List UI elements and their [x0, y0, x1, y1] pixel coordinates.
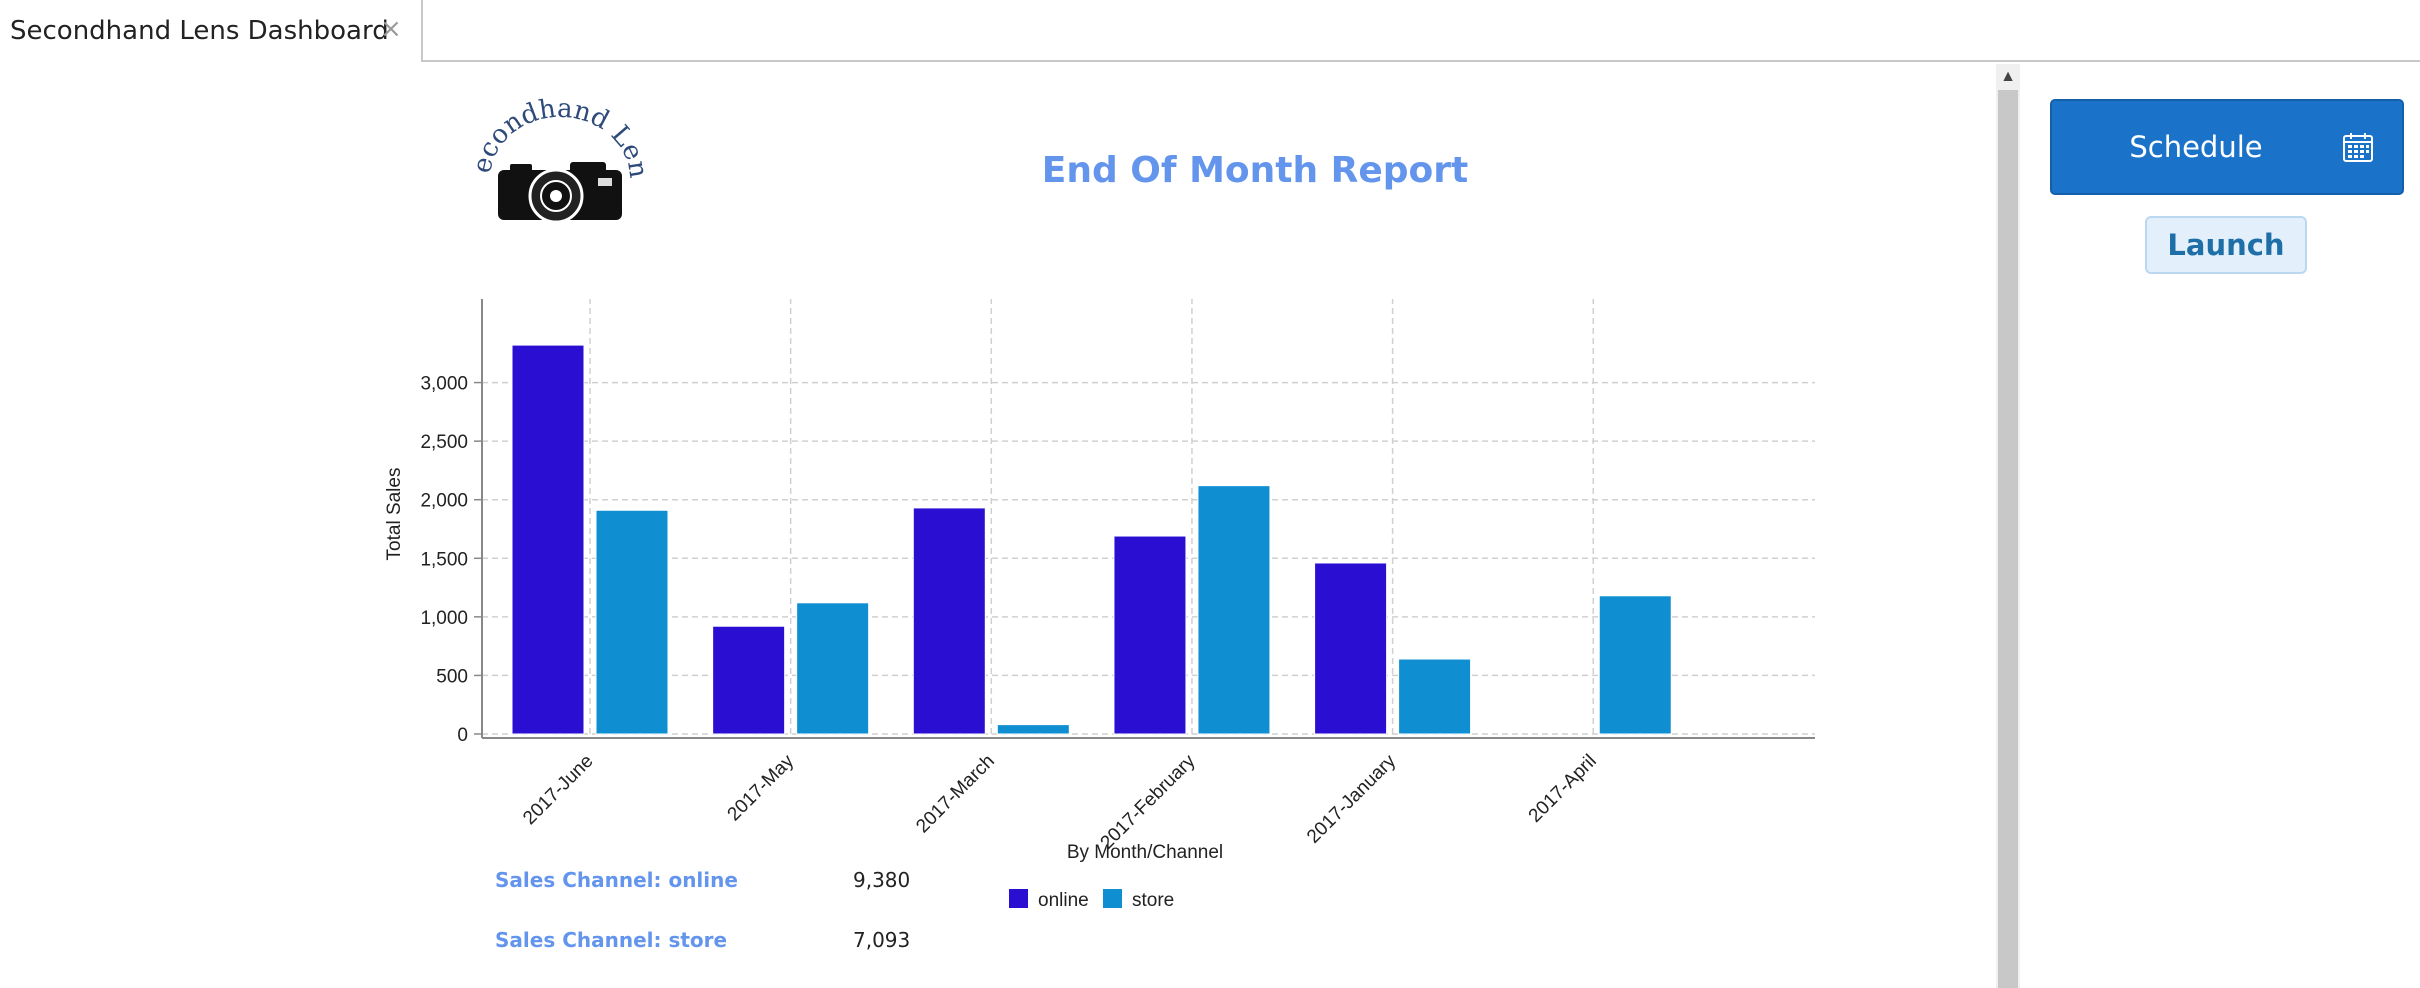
bar-store: [1598, 595, 1672, 735]
summary-label-online: Sales Channel: online: [495, 868, 738, 892]
x-tick-label: 2017-June: [519, 751, 597, 829]
summary-label-store: Sales Channel: store: [495, 928, 728, 952]
launch-button[interactable]: Launch: [2145, 216, 2307, 274]
y-tick-label: 1,000: [420, 608, 468, 629]
x-tick-label: 2017-January: [1303, 750, 1400, 847]
vertical-scrollbar[interactable]: ▲: [1996, 64, 2020, 988]
report-title: End Of Month Report: [1041, 150, 1469, 191]
x-tick-label: 2017-March: [912, 751, 999, 838]
schedule-label: Schedule: [2129, 130, 2263, 164]
bar-online: [1113, 535, 1187, 735]
scroll-up-icon[interactable]: ▲: [2000, 68, 2016, 85]
bar-online: [712, 625, 786, 735]
side-panel: Schedule Launch: [2020, 64, 2420, 988]
logo-text: Secondhand Lens: [470, 84, 650, 180]
bar-store: [1197, 485, 1271, 735]
x-axis-title: By Month/Channel: [1067, 842, 1223, 863]
schedule-button[interactable]: Schedule: [2050, 99, 2404, 195]
scroll-thumb[interactable]: [1998, 90, 2018, 988]
y-tick-label: 3,000: [420, 374, 468, 395]
bar-online: [511, 344, 585, 735]
y-tick-label: 500: [436, 666, 468, 687]
y-tick-label: 2,000: [420, 491, 468, 512]
x-tick-label: 2017-May: [724, 750, 799, 825]
close-icon[interactable]: ×: [380, 14, 402, 44]
tab-title: Secondhand Lens Dashboard: [10, 16, 389, 46]
bar-store: [1398, 658, 1472, 735]
legend-swatch-store: [1103, 889, 1122, 908]
x-tick-label: 2017-February: [1097, 750, 1200, 853]
tab-dashboard[interactable]: Secondhand Lens Dashboard ×: [0, 0, 423, 62]
x-tick-label: 2017-April: [1525, 751, 1601, 827]
bar-store: [595, 509, 669, 735]
legend-label-store: store: [1132, 890, 1174, 911]
y-tick-label: 1,500: [420, 549, 468, 570]
sales-bar-chart: 0 500 1,000 1,500 2,000 2,500 3,000 2017-June 20…: [384, 299, 1815, 911]
summary-value-online: 9,380: [853, 868, 911, 892]
logo: Secondhand Lens: [470, 84, 650, 224]
y-axis-title: Total Sales: [384, 468, 405, 561]
y-tick-label: 0: [457, 725, 468, 746]
legend-swatch-online: [1009, 889, 1028, 908]
camera-icon: [498, 162, 622, 224]
bar-online: [912, 507, 986, 735]
bar-online: [1314, 562, 1388, 735]
tab-bar: Secondhand Lens Dashboard ×: [0, 0, 2420, 62]
y-tick-label: 2,500: [420, 432, 468, 453]
bar-store: [796, 602, 870, 735]
legend-label-online: online: [1038, 890, 1089, 911]
summary-value-store: 7,093: [853, 928, 911, 952]
report-viewer: Secondhand Lens End Of Month Report 0 500…: [0, 64, 1996, 988]
bar-store: [996, 724, 1070, 735]
calendar-icon: [2343, 133, 2373, 162]
